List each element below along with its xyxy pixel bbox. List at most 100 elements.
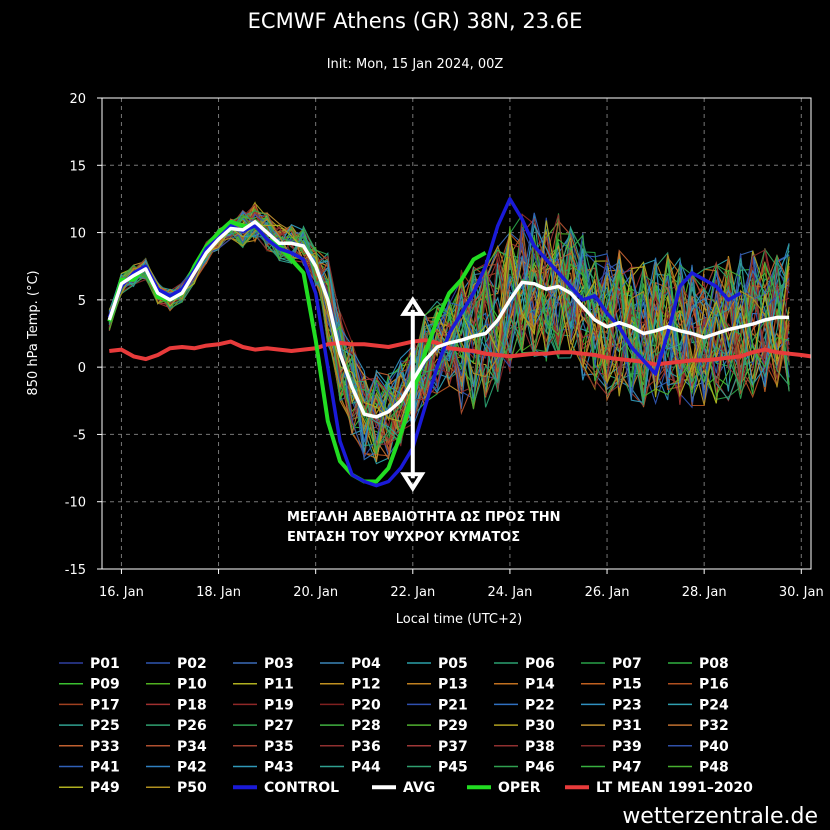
legend-item-p31[interactable]: P31: [581, 718, 642, 734]
series-line-ltmean: [109, 338, 812, 367]
legend-item-p43[interactable]: P43: [233, 760, 294, 776]
legend-item-p38[interactable]: P38: [494, 739, 555, 755]
legend-item-p13[interactable]: P13: [407, 677, 468, 693]
y-tick-label: -5: [73, 428, 86, 443]
legend-item-p24[interactable]: P24: [668, 697, 729, 713]
legend-label: P02: [177, 656, 207, 672]
legend-item-p48[interactable]: P48: [668, 760, 729, 776]
legend-label: P13: [438, 677, 468, 693]
legend-item-p23[interactable]: P23: [581, 697, 642, 713]
legend-item-p25[interactable]: P25: [59, 718, 120, 734]
legend-label: P31: [612, 718, 642, 734]
legend-item-p49[interactable]: P49: [59, 780, 120, 796]
legend-label: P04: [351, 656, 381, 672]
legend-item-p03[interactable]: P03: [233, 656, 294, 672]
legend-label: P07: [612, 656, 642, 672]
legend-item-p07[interactable]: P07: [581, 656, 642, 672]
legend-item-p17[interactable]: P17: [59, 697, 120, 713]
legend-item-p15[interactable]: P15: [581, 677, 642, 693]
legend-label: P28: [351, 718, 381, 734]
legend-item-p27[interactable]: P27: [233, 718, 294, 734]
legend-label: P12: [351, 677, 381, 693]
uncertainty-arrow: [400, 296, 426, 492]
legend-label: P24: [699, 697, 729, 713]
legend-item-p46[interactable]: P46: [494, 760, 555, 776]
legend-label: P47: [612, 760, 642, 776]
legend: P01 P02 P03 P04 P05 P06 P07 P08 P09 P10 P11 P12 P13 P…: [59, 656, 753, 796]
legend-item-p29[interactable]: P29: [407, 718, 468, 734]
legend-item-p02[interactable]: P02: [146, 656, 207, 672]
legend-item-avg[interactable]: AVG: [372, 780, 435, 796]
legend-item-p21[interactable]: P21: [407, 697, 468, 713]
legend-item-p10[interactable]: P10: [146, 677, 207, 693]
legend-item-control[interactable]: CONTROL: [233, 780, 339, 796]
y-tick-label: 15: [69, 159, 86, 174]
legend-item-p30[interactable]: P30: [494, 718, 555, 734]
legend-label: P33: [90, 739, 120, 755]
legend-item-p33[interactable]: P33: [59, 739, 120, 755]
plot-frame: [101, 97, 812, 570]
legend-label: P40: [699, 739, 729, 755]
legend-item-p06[interactable]: P06: [494, 656, 555, 672]
legend-label: P49: [90, 780, 120, 796]
legend-item-p04[interactable]: P04: [320, 656, 381, 672]
main-series: [107, 197, 812, 488]
legend-item-p20[interactable]: P20: [320, 697, 381, 713]
legend-label: P26: [177, 718, 207, 734]
legend-item-p28[interactable]: P28: [320, 718, 381, 734]
legend-item-p35[interactable]: P35: [233, 739, 294, 755]
legend-item-lt-mean-1991-2020[interactable]: LT MEAN 1991–2020: [565, 780, 753, 796]
legend-item-p34[interactable]: P34: [146, 739, 207, 755]
legend-label: P32: [699, 718, 729, 734]
legend-label: P10: [177, 677, 207, 693]
legend-item-p05[interactable]: P05: [407, 656, 468, 672]
legend-item-p36[interactable]: P36: [320, 739, 381, 755]
chart-subtitle: Init: Mon, 15 Jan 2024, 00Z: [327, 57, 504, 72]
legend-label: P48: [699, 760, 729, 776]
legend-item-p45[interactable]: P45: [407, 760, 468, 776]
legend-item-p50[interactable]: P50: [146, 780, 207, 796]
legend-label: P19: [264, 697, 294, 713]
y-tick-label: 5: [78, 294, 86, 309]
legend-item-p12[interactable]: P12: [320, 677, 381, 693]
legend-item-p40[interactable]: P40: [668, 739, 729, 755]
legend-item-oper[interactable]: OPER: [467, 780, 541, 796]
legend-item-p37[interactable]: P37: [407, 739, 468, 755]
legend-label: LT MEAN 1991–2020: [596, 780, 753, 796]
legend-label: P21: [438, 697, 468, 713]
annotation-line-2: ΕΝΤΑΣΗ ΤΟΥ ΨΥΧΡΟΥ ΚΥΜΑΤΟΣ: [287, 530, 520, 545]
y-axis-label: 850 hPa Temp. (°C): [26, 270, 41, 395]
legend-label: P41: [90, 760, 120, 776]
legend-item-p41[interactable]: P41: [59, 760, 120, 776]
legend-item-p44[interactable]: P44: [320, 760, 381, 776]
legend-label: P16: [699, 677, 729, 693]
legend-label: OPER: [498, 780, 541, 796]
y-tick-label: -10: [65, 496, 86, 511]
arrow-head-up: [400, 296, 426, 316]
annotation-line-1: ΜΕΓΑΛΗ ΑΒΕΒΑΙΟΤΗΤΑ ΩΣ ΠΡΟΣ ΤΗΝ: [287, 510, 561, 525]
legend-item-p16[interactable]: P16: [668, 677, 729, 693]
legend-item-p26[interactable]: P26: [146, 718, 207, 734]
x-tick-label: 20. Jan: [293, 585, 338, 600]
legend-item-p14[interactable]: P14: [494, 677, 555, 693]
legend-item-p42[interactable]: P42: [146, 760, 207, 776]
legend-label: P38: [525, 739, 555, 755]
legend-item-p01[interactable]: P01: [59, 656, 120, 672]
legend-label: P14: [525, 677, 555, 693]
legend-label: P30: [525, 718, 555, 734]
legend-item-p18[interactable]: P18: [146, 697, 207, 713]
legend-item-p09[interactable]: P09: [59, 677, 120, 693]
legend-item-p22[interactable]: P22: [494, 697, 555, 713]
y-tick-label: 10: [69, 227, 86, 242]
legend-label: P11: [264, 677, 294, 693]
legend-label: P45: [438, 760, 468, 776]
legend-item-p11[interactable]: P11: [233, 677, 294, 693]
legend-label: P23: [612, 697, 642, 713]
legend-item-p19[interactable]: P19: [233, 697, 294, 713]
legend-label: P20: [351, 697, 381, 713]
legend-label: P18: [177, 697, 207, 713]
legend-item-p47[interactable]: P47: [581, 760, 642, 776]
legend-item-p08[interactable]: P08: [668, 656, 729, 672]
legend-item-p39[interactable]: P39: [581, 739, 642, 755]
legend-item-p32[interactable]: P32: [668, 718, 729, 734]
